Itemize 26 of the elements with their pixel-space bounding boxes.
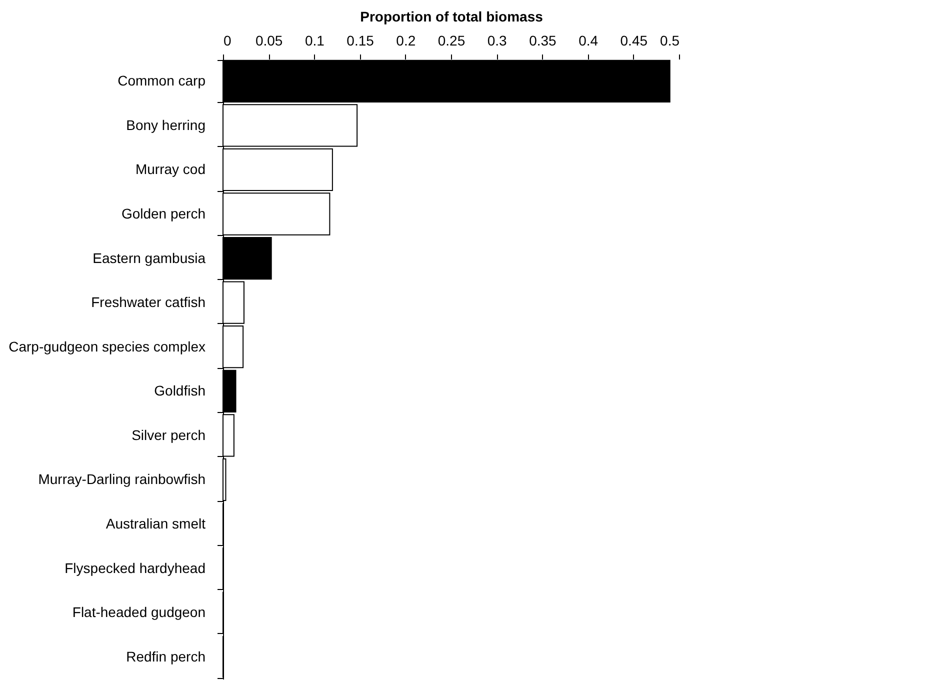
x-axis-title: Proportion of total biomass [360,8,544,24]
y-tick-label: Murray-Darling rainbowfish [38,471,206,488]
y-tick-label: Carp-gudgeon species complex [8,338,206,354]
x-tick-label: 0.45 [620,32,648,48]
y-tick-label: Murray cod [135,161,206,178]
y-tick-label: Goldfish [154,382,206,399]
y-tick-label: Common carp [118,72,206,89]
x-tick-label: 0.3 [487,32,508,48]
y-tick-label: Australian smelt [106,516,206,532]
x-tick-label: 0.05 [255,32,283,48]
y-tick-label: Flat-headed gudgeon [72,604,206,620]
x-tick-label: 0.15 [346,32,374,48]
y-tick-label: Flyspecked hardyhead [64,560,206,576]
x-tick-label: 0.5 [660,32,680,48]
x-tick-label: 0.1 [304,32,325,48]
x-tick-label: 0 [224,32,232,48]
y-tick-label: Freshwater catfish [91,294,206,310]
x-tick-label: 0.35 [529,32,557,48]
x-tick-label: 0.25 [438,32,466,48]
y-tick-label: Silver perch [132,426,206,443]
y-tick-label: Redfin perch [126,648,206,664]
x-tick-label: 0.2 [396,32,416,48]
y-tick-label: Eastern gambusia [92,250,206,266]
y-tick-label: Golden perch [121,206,206,222]
x-tick-label: 0.4 [578,32,598,48]
y-tick-label: Bony herring [126,116,206,133]
